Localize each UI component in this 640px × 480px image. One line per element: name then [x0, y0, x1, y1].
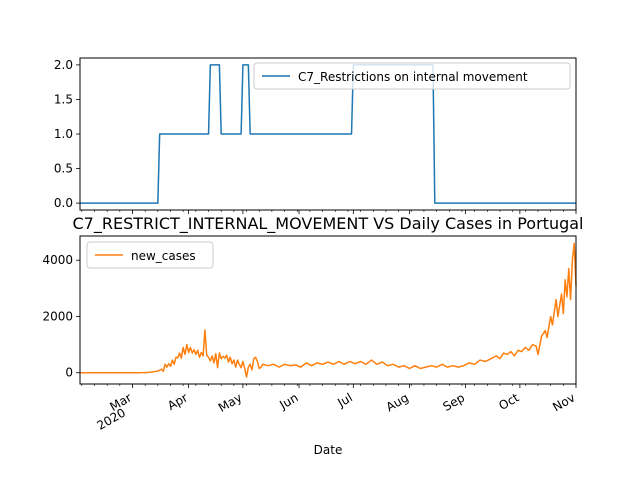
bottom-series-layer [80, 242, 577, 378]
bottom-y-tick-label: 0 [65, 366, 73, 380]
bottom-y-ticks: 0 2000 4000 [42, 253, 80, 380]
x-axis-label: Date [314, 443, 343, 457]
top-legend: C7_Restrictions on internal movement [253, 62, 571, 90]
top-y-tick-label: 0.5 [54, 162, 73, 176]
top-y-tick-label: 0.0 [54, 196, 73, 210]
top-legend-box [253, 62, 571, 90]
new-cases-line [80, 242, 577, 378]
top-y-tick-label: 2.0 [54, 58, 73, 72]
top-y-tick-label: 1.5 [54, 92, 73, 106]
top-y-tick-label: 1.0 [54, 127, 73, 141]
top-axes-frame [79, 57, 577, 211]
bottom-axes-frame [79, 235, 577, 385]
top-y-ticks: 0.0 0.5 1.0 1.5 2.0 [54, 58, 80, 210]
bottom-y-tick-label: 4000 [42, 253, 73, 267]
top-legend-label: C7_Restrictions on internal movement [298, 70, 528, 84]
x-tick-label: Jul [334, 390, 354, 410]
bottom-legend: new_cases [86, 241, 214, 269]
bottom-chart-title: C7_RESTRICT_INTERNAL_MOVEMENT VS Daily C… [73, 214, 584, 234]
bottom-legend-label: new_cases [131, 249, 196, 263]
bottom-legend-box [86, 241, 214, 269]
top-subplot: 0.0 0.5 1.0 1.5 2.0 C7_Restrictions on inter… [54, 57, 577, 214]
bottom-y-tick-label: 2000 [42, 309, 73, 323]
